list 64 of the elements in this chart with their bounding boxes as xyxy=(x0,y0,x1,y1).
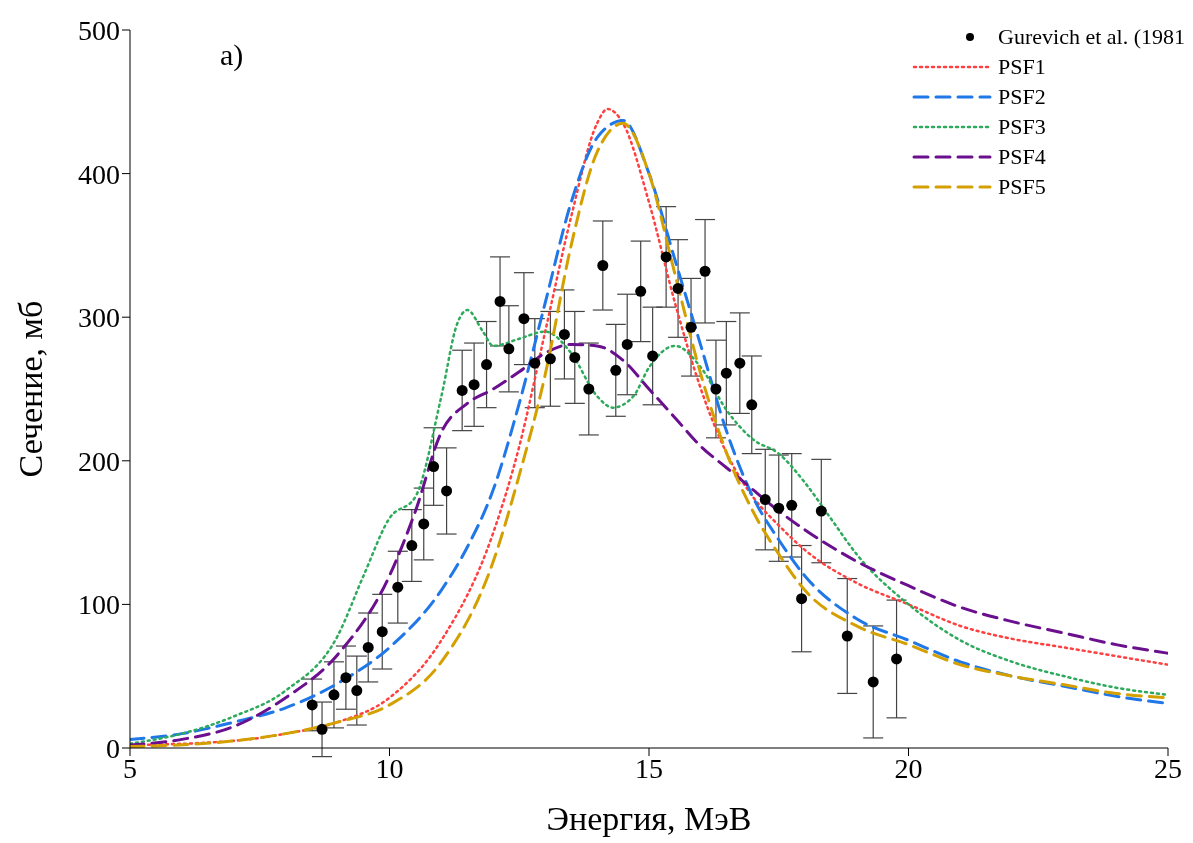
point xyxy=(558,328,570,340)
point xyxy=(441,485,453,497)
x-tick-label: 5 xyxy=(123,752,137,784)
point xyxy=(456,384,468,396)
point xyxy=(610,364,622,376)
point xyxy=(306,699,318,711)
legend-label: PSF4 xyxy=(998,143,1046,171)
x-tick-label: 25 xyxy=(1154,752,1182,784)
point xyxy=(796,593,808,605)
point xyxy=(351,685,363,697)
x-tick-label: 10 xyxy=(375,752,404,784)
point xyxy=(815,505,827,517)
point xyxy=(759,494,771,506)
y-axis-title: Сечение, мб xyxy=(12,300,50,478)
point xyxy=(316,723,328,735)
point xyxy=(362,641,374,653)
point xyxy=(340,672,352,684)
point xyxy=(635,285,647,297)
point xyxy=(867,676,879,688)
y-tick-label: 300 xyxy=(78,302,120,334)
y-tick-label: 500 xyxy=(78,14,120,46)
point xyxy=(328,689,340,701)
point xyxy=(672,282,684,294)
legend-label: PSF5 xyxy=(998,173,1046,201)
point xyxy=(746,399,758,411)
point xyxy=(621,338,633,350)
point xyxy=(569,351,581,363)
point xyxy=(891,653,903,665)
point xyxy=(481,359,493,371)
point xyxy=(786,499,798,511)
point xyxy=(685,321,697,333)
legend-label: PSF3 xyxy=(998,113,1046,141)
y-tick-label: 400 xyxy=(78,158,120,190)
x-axis-title: Энергия, МэВ xyxy=(546,800,752,837)
y-tick-label: 100 xyxy=(78,589,120,621)
point xyxy=(720,367,732,379)
x-tick-label: 15 xyxy=(635,752,663,784)
point xyxy=(428,461,440,473)
point xyxy=(583,383,595,395)
point xyxy=(418,518,430,530)
point xyxy=(660,251,672,263)
point xyxy=(518,313,530,325)
point xyxy=(841,630,853,642)
point xyxy=(647,350,659,362)
point xyxy=(468,379,480,391)
y-tick-label: 0 xyxy=(106,732,120,764)
point xyxy=(494,295,506,307)
point xyxy=(406,540,418,552)
legend-label: PSF2 xyxy=(998,83,1046,111)
point xyxy=(529,357,541,369)
point xyxy=(544,353,556,365)
legend-label: Gurevich et al. (1981 xyxy=(998,23,1185,51)
y-tick-label: 200 xyxy=(78,445,120,477)
point xyxy=(699,265,711,277)
legend-label: PSF1 xyxy=(998,53,1046,81)
point xyxy=(503,343,515,355)
point xyxy=(773,502,785,514)
point xyxy=(734,357,746,369)
annotation: a) xyxy=(220,38,244,72)
x-tick-label: 20 xyxy=(894,752,923,784)
point xyxy=(597,260,609,271)
point xyxy=(392,581,404,593)
point xyxy=(376,626,388,638)
point xyxy=(710,383,722,395)
